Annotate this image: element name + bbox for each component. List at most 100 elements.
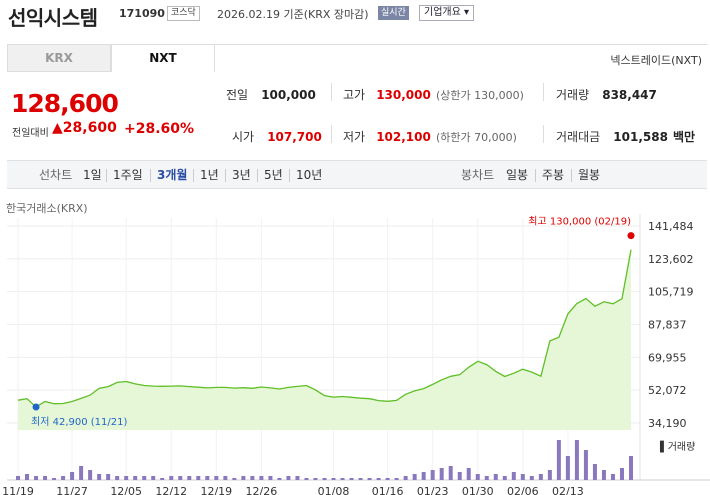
volume-bar xyxy=(520,474,525,480)
line-chart-label: 선차트 xyxy=(39,168,73,182)
candle-monthly[interactable]: 월봉 xyxy=(578,168,601,182)
volume-bar xyxy=(124,476,129,480)
volume-bars xyxy=(16,440,633,480)
divider xyxy=(543,125,544,143)
volume-bar xyxy=(367,478,372,480)
y-tick-label: 87,837 xyxy=(648,319,687,332)
volume-bar xyxy=(538,474,543,480)
volume-bar xyxy=(466,468,471,480)
volume-bar xyxy=(547,470,552,480)
stat-amount-unit: 백만 xyxy=(673,130,696,144)
period-3m[interactable]: 3개월 xyxy=(157,168,188,182)
candle-weekly[interactable]: 주봉 xyxy=(542,168,565,182)
volume-bar xyxy=(151,476,156,480)
volume-bar xyxy=(79,466,84,480)
stat-prev-label: 전일 xyxy=(226,88,249,102)
divider xyxy=(571,169,572,182)
stat-low-value: 102,100 xyxy=(376,130,431,144)
volume-bar xyxy=(412,474,417,480)
x-tick-label: 12/05 xyxy=(110,485,142,495)
volume-bar xyxy=(565,456,570,480)
volume-bar xyxy=(385,478,390,480)
stat-open: 시가 107,700 xyxy=(232,126,322,145)
x-axis-ticks: 11/19 11/27 12/05 12/12 12/19 12/26 01/08 01/16… xyxy=(2,485,584,495)
volume-bar xyxy=(106,474,111,480)
volume-bar xyxy=(340,478,345,480)
volume-bar xyxy=(214,476,219,480)
x-tick-label: 02/13 xyxy=(552,485,584,495)
period-1y[interactable]: 1년 xyxy=(200,168,219,182)
lower-limit-note: (하한가 70,000) xyxy=(435,131,517,144)
volume-bar xyxy=(205,476,210,480)
y-tick-label: 105,719 xyxy=(648,286,694,299)
period-5y[interactable]: 5년 xyxy=(264,168,283,182)
volume-bar xyxy=(331,478,336,480)
volume-bar xyxy=(259,476,264,480)
volume-bar xyxy=(592,464,597,480)
stat-amount-value: 101,588 xyxy=(613,130,668,144)
volume-bar xyxy=(25,474,30,480)
tab-nxt[interactable]: NXT xyxy=(111,44,215,72)
volume-bar xyxy=(583,450,588,480)
realtime-button[interactable]: 실시간 xyxy=(378,6,409,20)
divider xyxy=(331,83,332,101)
high-label: 최고 130,000 (02/19) xyxy=(528,216,631,228)
volume-bar xyxy=(475,474,480,480)
stock-name: 선익시스템 xyxy=(8,6,98,30)
candle-chart-label: 봉차트 xyxy=(461,168,495,182)
divider xyxy=(7,44,707,45)
divider xyxy=(150,169,151,182)
period-1w[interactable]: 1주일 xyxy=(113,168,143,182)
upper-limit-note: (상한가 130,000) xyxy=(435,89,524,102)
volume-bar xyxy=(556,440,561,480)
y-tick-label: 69,955 xyxy=(648,351,687,364)
volume-bar xyxy=(286,476,291,480)
stat-prev-value: 100,000 xyxy=(261,88,316,102)
stock-code: 171090 xyxy=(119,7,165,20)
period-3y[interactable]: 3년 xyxy=(232,168,251,182)
current-price: 128,600 xyxy=(11,89,119,118)
x-tick-label: 01/30 xyxy=(462,485,494,495)
volume-bar xyxy=(295,476,300,480)
low-label: 최저 42,900 (11/21) xyxy=(31,416,127,428)
period-10y[interactable]: 10년 xyxy=(296,168,323,182)
change-label: 전일대비 xyxy=(12,128,49,139)
volume-bar xyxy=(268,476,273,480)
x-tick-label: 02/06 xyxy=(507,485,539,495)
volume-bar xyxy=(88,470,93,480)
stat-high-value: 130,000 xyxy=(376,88,431,102)
volume-bar xyxy=(394,478,399,480)
candle-daily[interactable]: 일봉 xyxy=(506,168,529,182)
x-tick-label: 12/26 xyxy=(246,485,278,495)
company-overview-dropdown[interactable]: 기업개요 ▾ xyxy=(419,5,474,21)
stat-high-label: 고가 xyxy=(343,88,366,102)
period-1d[interactable]: 1일 xyxy=(83,168,102,182)
divider xyxy=(225,169,226,182)
volume-bar xyxy=(610,474,615,480)
volume-bar xyxy=(160,478,165,480)
volume-bar xyxy=(196,476,201,480)
reference-date: 2026.02.19 기준(KRX 장마감) xyxy=(217,8,369,21)
stat-volume-value: 838,447 xyxy=(602,88,657,102)
x-tick-label: 11/27 xyxy=(56,485,88,495)
change-percent: +28.60% xyxy=(124,121,195,137)
volume-bar xyxy=(493,474,498,480)
x-tick-label: 12/12 xyxy=(155,485,187,495)
volume-bar xyxy=(16,476,20,480)
volume-bar xyxy=(629,456,633,480)
x-tick-label: 01/08 xyxy=(318,485,350,495)
volume-bar xyxy=(304,478,309,480)
stat-open-value: 107,700 xyxy=(267,130,322,144)
volume-bar xyxy=(421,472,426,480)
x-tick-label: 01/16 xyxy=(372,485,404,495)
period-toolbar: 선차트 1일 1주일 3개월 1년 3년 5년 10년 봉차트 일봉 주봉 월봉 xyxy=(7,160,707,189)
x-tick-label: 01/23 xyxy=(417,485,449,495)
tab-krx[interactable]: KRX xyxy=(7,44,111,72)
volume-bar xyxy=(169,476,174,480)
volume-bar xyxy=(133,476,138,480)
stat-low-label: 저가 xyxy=(343,130,366,144)
volume-bar xyxy=(115,476,120,480)
price-line xyxy=(17,249,632,408)
exchange-tabs: KRX NXT xyxy=(7,44,215,72)
